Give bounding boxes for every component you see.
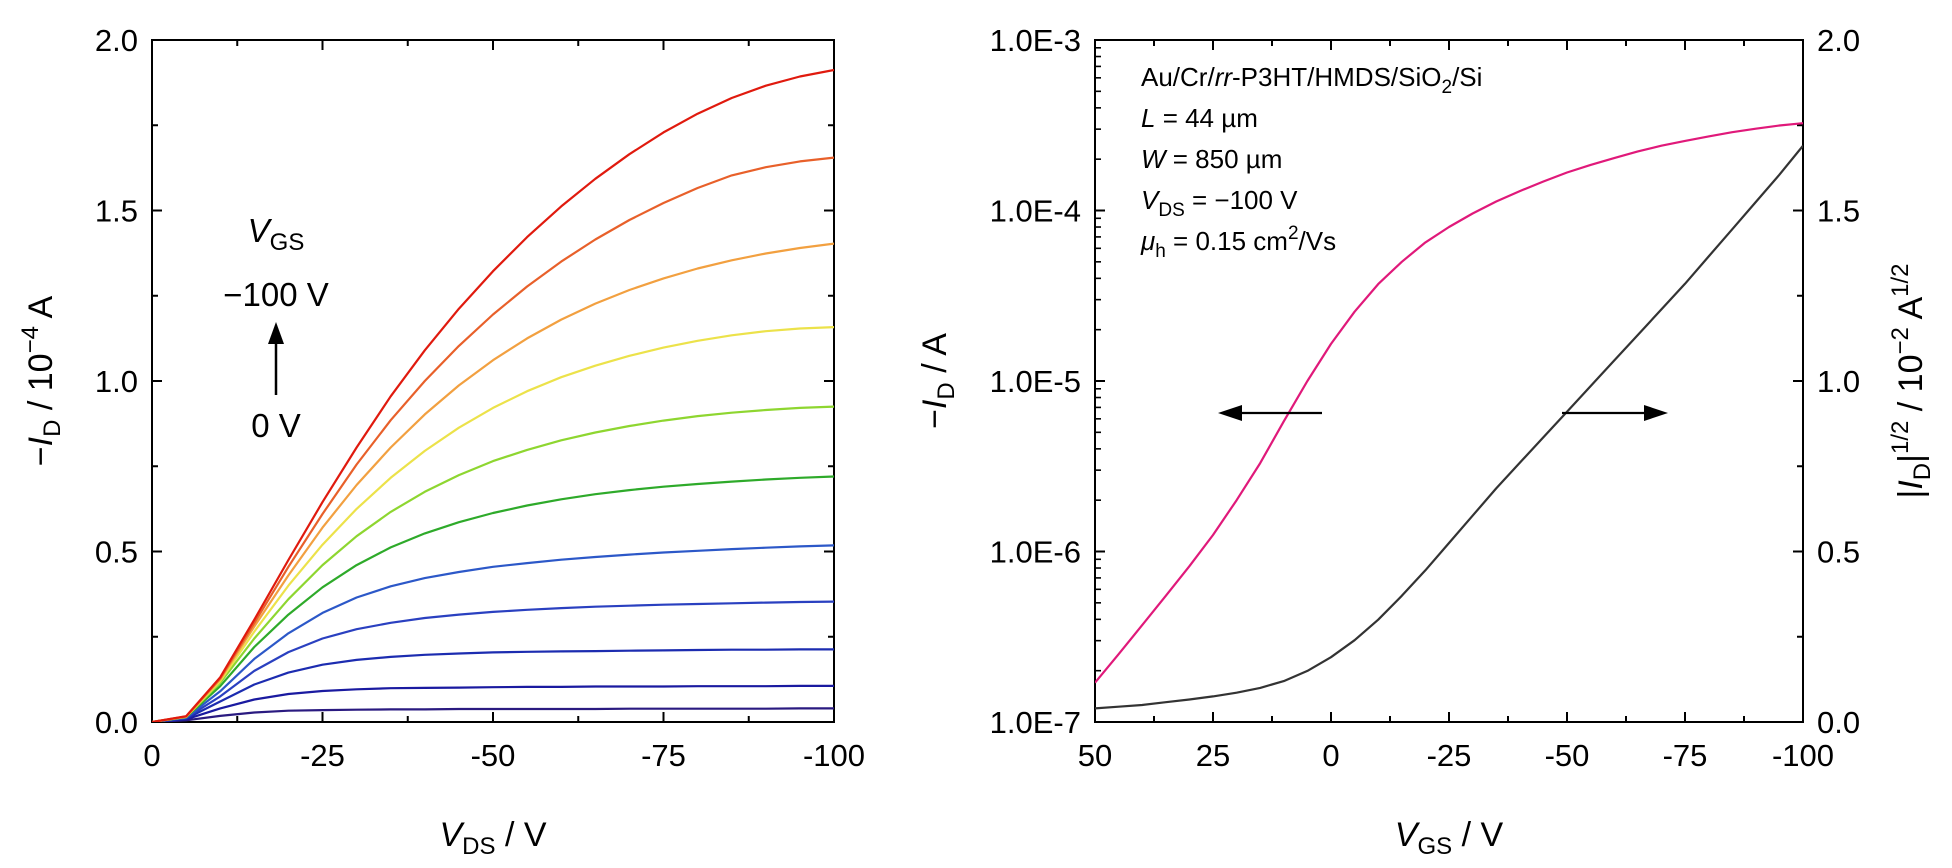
transfer-right-y-ticks: 0.0 0.5 1.0 1.5 2.0 xyxy=(1793,23,1860,740)
transfer-left-y-tick-label: 1.0E-6 xyxy=(990,535,1081,570)
vgs-bottom-value: 0 V xyxy=(251,407,301,444)
transfer-right-y-axis-title: |ID|1/2 / 10−2 A1/2 xyxy=(1887,263,1936,498)
transfer-x-tick-label: -75 xyxy=(1663,738,1708,773)
output-curve xyxy=(152,707,834,722)
output-y-ticks: 0.0 0.5 1.0 1.5 2.0 xyxy=(95,23,834,740)
right-axis-arrow-head xyxy=(1644,405,1668,421)
transfer-x-tick-label: 50 xyxy=(1078,738,1112,773)
vgs-label: VGS xyxy=(248,212,305,256)
transfer-curves xyxy=(1095,122,1803,710)
drain-current-log-curve xyxy=(1095,122,1803,684)
transfer-x-ticks: 50 25 0 -25 -50 -75 -100 xyxy=(1078,40,1834,773)
transfer-left-y-tick-label: 1.0E-3 xyxy=(990,23,1081,58)
output-x-ticks: 0 -25 -50 -75 -100 xyxy=(143,40,865,773)
transfer-x-tick-label: -25 xyxy=(1427,738,1472,773)
transfer-x-tick-label: -50 xyxy=(1545,738,1590,773)
output-x-tick-label: -100 xyxy=(803,738,865,773)
transfer-left-y-tick-label: 1.0E-4 xyxy=(990,194,1081,229)
output-curve xyxy=(152,405,834,722)
output-y-tick-label: 1.0 xyxy=(95,364,138,399)
output-y-tick-label: 2.0 xyxy=(95,23,138,58)
transfer-right-y-tick-label: 2.0 xyxy=(1817,23,1860,58)
vgs-top-value: −100 V xyxy=(223,276,329,313)
output-curve xyxy=(152,475,834,722)
output-x-tick-label: 0 xyxy=(143,738,160,773)
output-y-tick-label: 1.5 xyxy=(95,194,138,229)
transfer-chart: 50 25 0 -25 -50 -75 -100 1.0E-71.0E-61.0E-51.0… xyxy=(916,23,1936,860)
output-curve xyxy=(152,68,834,722)
output-curves xyxy=(152,68,834,722)
transfer-x-tick-label: 25 xyxy=(1196,738,1230,773)
sqrt-drain-current-curve xyxy=(1095,145,1803,710)
output-x-tick-label: -75 xyxy=(641,738,686,773)
device-info-line: L = 44 µm xyxy=(1141,103,1258,133)
transfer-left-y-axis-title: −ID / A xyxy=(916,333,960,429)
transfer-left-y-tick-label: 1.0E-7 xyxy=(990,705,1081,740)
output-curve xyxy=(152,600,834,722)
vgs-arrow-head xyxy=(268,322,284,344)
transfer-right-y-tick-label: 1.0 xyxy=(1817,364,1860,399)
device-info-annotation: Au/Cr/rr-P3HT/HMDS/SiO2/Si L = 44 µm W = 8… xyxy=(1140,62,1482,262)
transfer-x-tick-label: 0 xyxy=(1322,738,1339,773)
transfer-right-y-tick-label: 0.0 xyxy=(1817,705,1860,740)
transfer-right-y-tick-label: 1.5 xyxy=(1817,194,1860,229)
device-info-line: Au/Cr/rr-P3HT/HMDS/SiO2/Si xyxy=(1141,62,1482,98)
device-info-line: μh = 0.15 cm2/Vs xyxy=(1140,223,1336,262)
output-chart: 0 -25 -50 -75 -100 0.0 0.5 1.0 1.5 2.0 VDS / V −… xyxy=(17,23,865,860)
output-x-tick-label: -25 xyxy=(300,738,345,773)
output-x-axis-title: VDS / V xyxy=(439,816,546,860)
output-curve xyxy=(152,242,834,722)
output-x-tick-label: -50 xyxy=(471,738,516,773)
transfer-left-y-tick-label: 1.0E-5 xyxy=(990,364,1081,399)
output-y-tick-label: 0.0 xyxy=(95,705,138,740)
axis-direction-arrows xyxy=(1218,405,1668,421)
output-y-tick-label: 0.5 xyxy=(95,535,138,570)
transfer-x-axis-title: VGS / V xyxy=(1395,816,1504,860)
transfer-left-y-ticks: 1.0E-7 1.0E-6 1.0E-5 1.0E-4 1.0E-3 xyxy=(990,23,1105,740)
output-y-axis-title: −ID / 10−4 A xyxy=(17,295,66,466)
output-curve xyxy=(152,684,834,722)
output-curve xyxy=(152,544,834,722)
vgs-annotation: VGS −100 V 0 V xyxy=(223,212,329,444)
transfer-plot-frame xyxy=(1094,39,1804,723)
transfer-x-tick-label: -100 xyxy=(1772,738,1834,773)
device-info-line: VDS = −100 V xyxy=(1141,185,1298,221)
output-curve xyxy=(152,156,834,722)
output-curve xyxy=(152,648,834,722)
left-axis-arrow-head xyxy=(1218,405,1242,421)
device-info-line: W = 850 µm xyxy=(1141,144,1282,174)
output-curve xyxy=(152,326,834,722)
transfer-right-y-tick-label: 0.5 xyxy=(1817,535,1860,570)
